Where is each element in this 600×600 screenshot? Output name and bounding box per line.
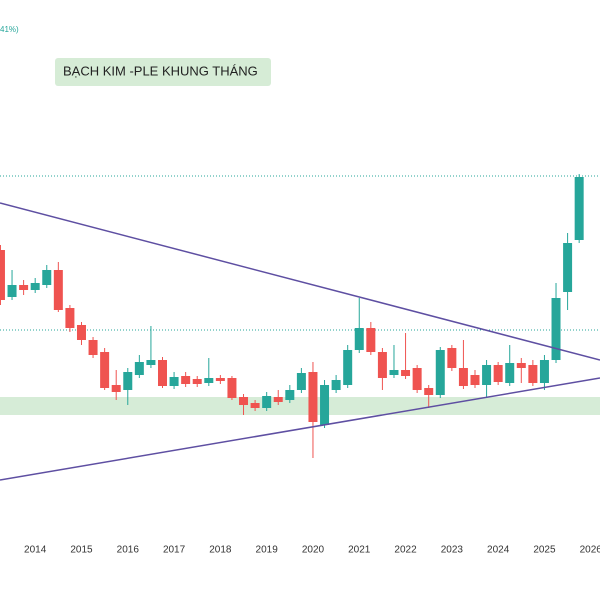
candle-body <box>343 350 353 385</box>
x-tick-label: 2018 <box>209 545 232 556</box>
candle-body <box>331 380 341 390</box>
x-tick-label: 2022 <box>394 545 417 556</box>
candle-body <box>181 376 191 384</box>
candle-body <box>551 298 561 360</box>
candle-body <box>250 403 260 408</box>
x-tick-label: 2020 <box>302 545 325 556</box>
candle-body <box>401 370 411 376</box>
candle-body <box>262 396 272 408</box>
x-tick-label: 2025 <box>533 545 556 556</box>
x-tick-label: 2014 <box>24 545 47 556</box>
candle-body <box>539 360 549 383</box>
candle-body <box>308 372 318 422</box>
candle-body <box>192 379 202 384</box>
x-tick-label: 2021 <box>348 545 371 556</box>
candle-body <box>366 328 376 352</box>
trend-line <box>0 202 600 361</box>
candle-body <box>273 397 283 402</box>
candle-body <box>563 243 573 292</box>
x-tick-label: 2024 <box>487 545 510 556</box>
candle-body <box>53 270 63 310</box>
candle-body <box>111 385 121 392</box>
candle-body <box>88 340 98 355</box>
candle-body <box>493 365 503 382</box>
candle-body <box>0 250 5 300</box>
candle-body <box>158 360 167 386</box>
candles <box>0 174 584 458</box>
candle-body <box>516 363 526 368</box>
candle-body <box>320 385 330 425</box>
candle-body <box>377 352 387 378</box>
candle-body <box>482 365 492 385</box>
candle-body <box>134 362 144 375</box>
candle-body <box>204 378 214 383</box>
candle-body <box>146 360 156 365</box>
candle-body <box>574 177 584 240</box>
candle-body <box>123 372 133 390</box>
candle-body <box>19 285 29 290</box>
x-tick-label: 2017 <box>163 545 186 556</box>
candle-body <box>435 350 445 395</box>
annotation: BẠCH KIM -PLE KHUNG THÁNG <box>63 63 258 78</box>
annotation-box <box>55 58 271 86</box>
candle-body <box>227 378 237 398</box>
corner-text: 41%) <box>0 25 19 34</box>
candle-body <box>505 363 515 383</box>
candle-body <box>100 352 110 388</box>
candle-body <box>528 365 538 383</box>
candle-body <box>239 397 249 405</box>
candle-body <box>447 348 457 368</box>
support-zone <box>0 397 600 415</box>
candle-body <box>76 325 86 340</box>
x-tick-label: 2026 <box>580 545 600 556</box>
candle-body <box>169 377 179 386</box>
candle-body <box>354 328 364 350</box>
candle-body <box>470 375 480 385</box>
trend-line <box>0 377 600 481</box>
candle-body <box>389 370 399 375</box>
candle-body <box>458 368 468 386</box>
candle-body <box>412 368 422 390</box>
x-tick-label: 2023 <box>441 545 464 556</box>
x-axis: 2014 2015 2016 2017 2018 2019 2020 2021 2022 2023… <box>24 545 600 556</box>
candle-body <box>65 308 75 328</box>
candle-body <box>285 390 295 400</box>
x-tick-label: 2015 <box>70 545 93 556</box>
x-tick-label: 2016 <box>117 545 140 556</box>
candle-body <box>215 378 225 381</box>
candle-body <box>424 388 434 395</box>
x-tick-label: 2019 <box>256 545 279 556</box>
candle-body <box>296 373 306 390</box>
candle-body <box>42 270 52 285</box>
candle-body <box>7 285 17 297</box>
candle-body <box>30 283 40 290</box>
